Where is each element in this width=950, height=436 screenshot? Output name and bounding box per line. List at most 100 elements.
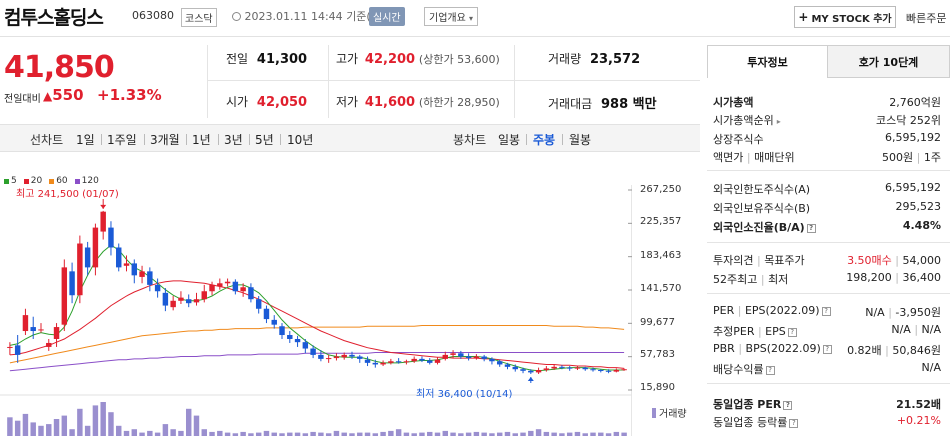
candle-body (108, 227, 114, 248)
prev-compare-label: 전일대비 (4, 94, 41, 105)
dividend-label: 배당수익률 (713, 363, 764, 376)
candle-body (162, 292, 169, 306)
volume-bar (582, 433, 588, 436)
live-badge[interactable]: 실시간 (369, 7, 405, 26)
volume-bar (178, 430, 184, 436)
datetime: 2023.01.11 14:44 (244, 10, 343, 23)
candle-body (465, 356, 472, 359)
tab-orderbook[interactable]: 호가 10단계 (827, 45, 950, 78)
row-opinion: 투자의견 | 목표주가 3.50매수 | 54,000 (713, 254, 941, 267)
candle-body (434, 359, 441, 363)
amount-value: 988 백만 (601, 97, 657, 112)
volume-bar (590, 432, 596, 436)
industry-rate-label: 동일업종 등락률 (713, 416, 788, 429)
candle-body (574, 367, 581, 369)
volume-bar (341, 432, 347, 436)
candle-body (559, 366, 565, 368)
candle-body (520, 369, 526, 371)
candle-body (139, 271, 145, 277)
volume-bar (271, 432, 277, 436)
plus-icon: + (798, 10, 809, 24)
pbr-label: PBR (713, 342, 735, 355)
quick-order-link[interactable]: 빠른주문 (906, 12, 947, 25)
ma120-line (9, 352, 625, 372)
candle-tab-monthly[interactable]: 월봉 (569, 133, 592, 147)
candle-chart-label: 봉차트 (453, 133, 487, 147)
help-icon[interactable]: ? (806, 223, 816, 233)
period-tab-1y[interactable]: 1년 (192, 133, 211, 147)
candle-body (341, 354, 347, 358)
volume-bar (302, 433, 309, 436)
candle-tab-daily[interactable]: 일봉 (498, 133, 521, 147)
period-tab-10y[interactable]: 10년 (287, 133, 314, 147)
opinion-label: 투자의견 (713, 254, 754, 267)
candle-body (489, 358, 495, 362)
help-icon[interactable]: ? (822, 344, 832, 354)
period-tab-1d[interactable]: 1일 (76, 133, 95, 147)
volume-bar (388, 430, 394, 436)
candle-body (357, 356, 363, 359)
corp-info-dropdown[interactable]: 기업개요 ▾ (424, 7, 479, 26)
help-icon[interactable]: ? (821, 306, 831, 316)
w52-low-label: 최저 (768, 273, 789, 286)
candle-body (263, 308, 270, 320)
bps-label: BPS(2022.09) (745, 342, 821, 355)
est-eps-value: N/A (921, 323, 941, 336)
volume-bar (566, 432, 573, 436)
opinion-value: 3.50매수 (847, 254, 892, 267)
volume-bar (458, 433, 464, 436)
candle-body (248, 287, 254, 300)
volume-bar (551, 432, 557, 436)
candle-body (53, 327, 60, 339)
volume-legend-label: 거래량 (659, 409, 687, 420)
open-value: 42,050 (256, 95, 308, 110)
pbr-value: 0.82배 (847, 344, 882, 357)
price-chart[interactable] (0, 185, 632, 436)
candle-body (279, 326, 285, 336)
candle-body (325, 358, 332, 360)
ma5-label: 5 (11, 176, 17, 186)
volume-bar (450, 432, 456, 436)
candle-body (14, 345, 21, 355)
candle-body (131, 263, 138, 276)
help-icon[interactable]: ? (789, 418, 799, 428)
eps-value: -3,950원 (895, 306, 941, 319)
stock-header: 컴투스홀딩스 063080 코스닥 2023.01.11 14:44 기준(장중… (0, 0, 950, 37)
volume-swatch (652, 407, 656, 418)
help-icon[interactable]: ? (783, 400, 793, 410)
info-icon[interactable]: ▸ (776, 117, 781, 126)
volume-bar (481, 432, 487, 436)
market-cap-label: 시가총액 (713, 96, 754, 109)
mystock-label: MY STOCK 추가 (811, 13, 892, 25)
period-tab-1w[interactable]: 1주일 (107, 133, 137, 147)
volume: 거래량 23,572 (548, 50, 640, 67)
volume-bar (442, 430, 449, 436)
y-tick-1: 225,357 (640, 216, 682, 227)
invest-info-panel: 투자정보 호가 10단계 시가총액 2,760억원 시가총액순위 ▸ 코스닥 25… (707, 45, 950, 436)
period-tab-3y[interactable]: 3년 (224, 133, 243, 147)
period-tab-3m[interactable]: 3개월 (150, 133, 180, 147)
help-icon[interactable]: ? (787, 327, 797, 337)
ma5-line (9, 244, 625, 372)
mystock-add-button[interactable]: + MY STOCK 추가 (794, 6, 896, 28)
y-tick-6: 15,890 (640, 382, 675, 393)
w52-low-value: 36,400 (902, 271, 942, 284)
unit-label: 매매단위 (754, 151, 795, 164)
volume-bar (559, 433, 565, 436)
period-tab-5y[interactable]: 5년 (255, 133, 274, 147)
est-per-label: 추정PER (713, 325, 755, 338)
volume-bar (621, 432, 627, 436)
candle-body (395, 361, 402, 363)
volume-bar (100, 402, 106, 436)
candle-body (255, 299, 262, 309)
industry-per-label: 동일업종 PER (713, 398, 782, 411)
candle-tab-weekly[interactable]: 주봉 (533, 133, 556, 147)
volume-bar (380, 431, 386, 436)
volume-bar (61, 415, 68, 436)
market-badge: 코스닥 (181, 8, 217, 27)
help-icon[interactable]: ? (765, 365, 775, 375)
volume-bar (154, 432, 161, 436)
low-marker-arrow (527, 376, 534, 381)
tab-invest-info[interactable]: 투자정보 (707, 45, 828, 78)
candle-body (333, 356, 340, 359)
